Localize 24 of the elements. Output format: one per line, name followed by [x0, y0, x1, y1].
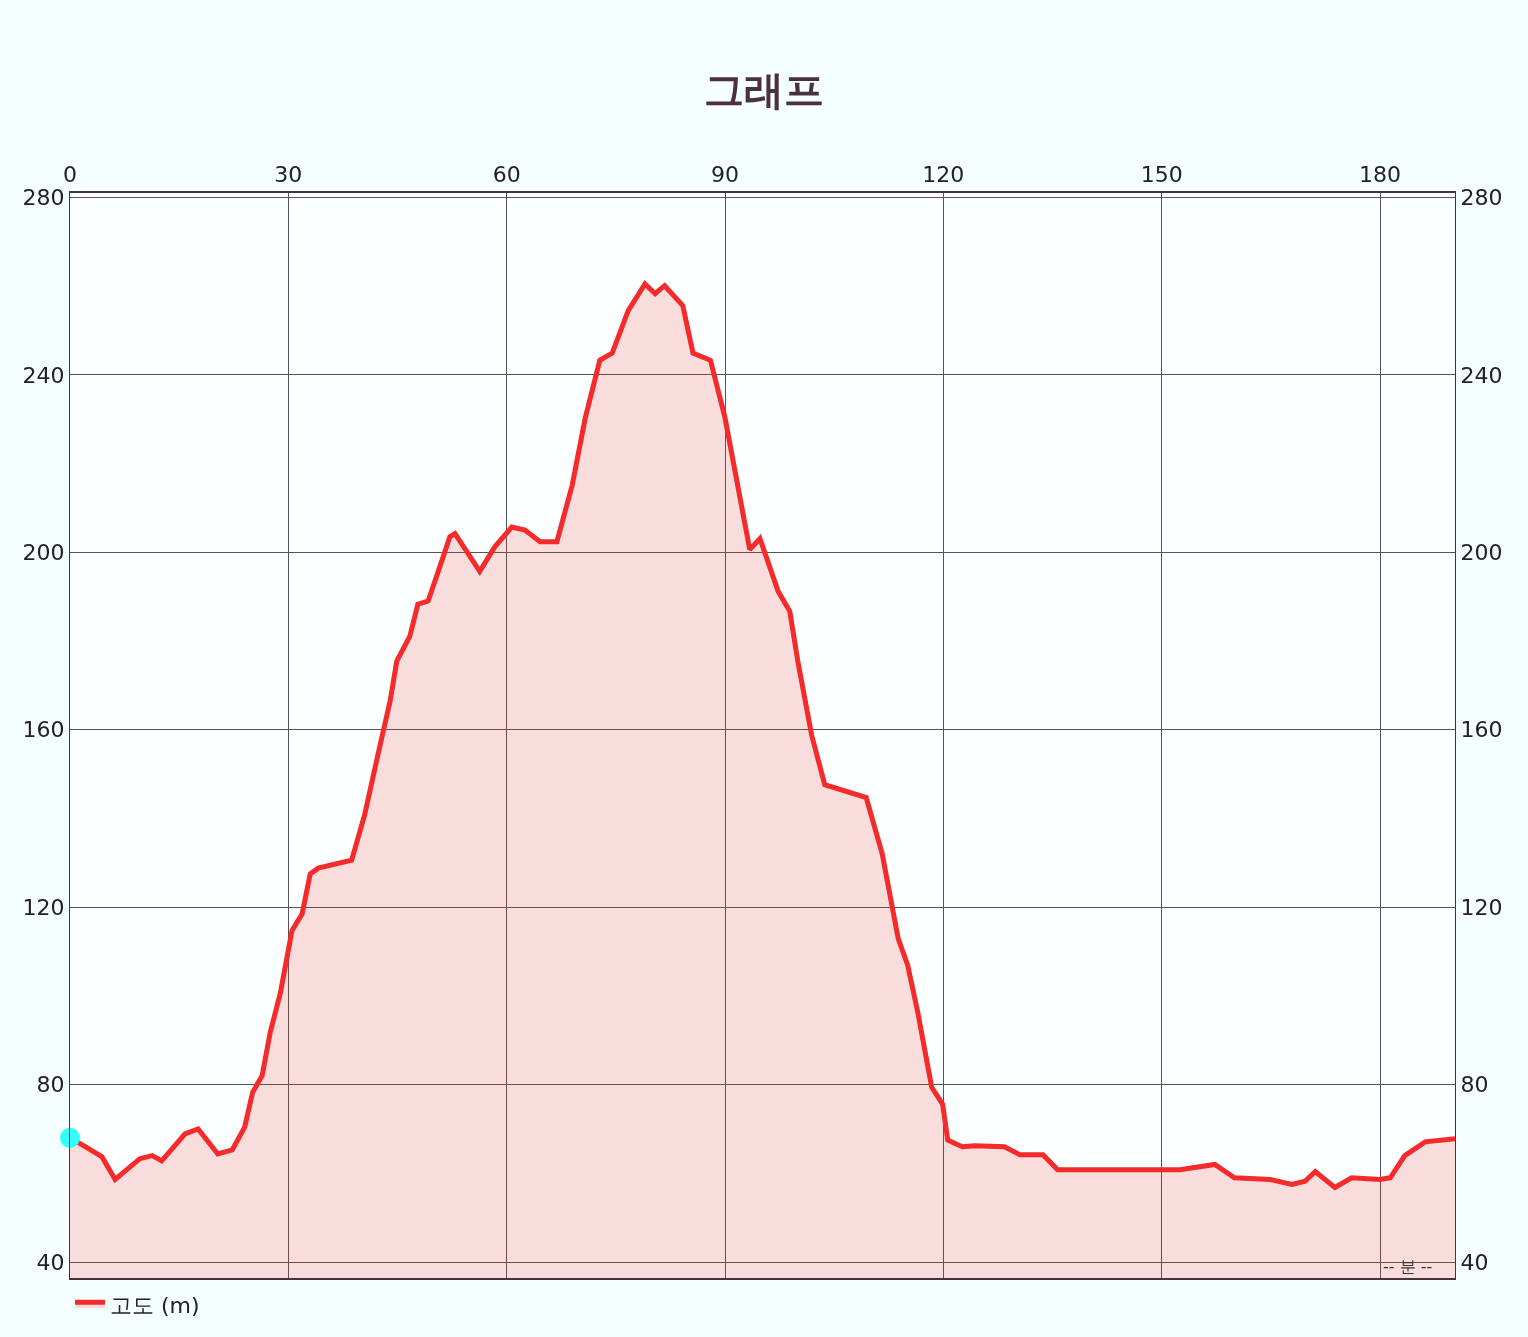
y-tick-label: 160 [22, 717, 65, 743]
x-axis-title: -- 분 -- [1383, 1257, 1433, 1276]
y-tick-label: 80 [36, 1072, 65, 1098]
x-tick-label: 60 [492, 162, 521, 188]
y-tick-label: 240 [22, 362, 65, 388]
x-tick-label: 150 [1140, 162, 1183, 188]
y2-tick-label: 120 [1460, 894, 1503, 920]
legend-label: 고도 (m) [110, 1292, 200, 1318]
x-tick-label: 180 [1359, 162, 1402, 188]
y-tick-label: 120 [22, 894, 65, 920]
y-tick-label: 40 [36, 1249, 65, 1275]
y2-tick-label: 160 [1460, 717, 1503, 743]
y2-tick-label: 240 [1460, 362, 1503, 388]
x-tick-label: 0 [63, 162, 77, 188]
x-tick-label: 120 [922, 162, 965, 188]
y-tick-label: 200 [22, 540, 65, 565]
x-tick-label: 90 [711, 162, 740, 188]
y2-tick-label: 40 [1460, 1249, 1489, 1275]
x-tick-label: 30 [274, 162, 303, 188]
y2-tick-label: 200 [1460, 540, 1503, 565]
y2-tick-label: 80 [1460, 1072, 1489, 1098]
y2-tick-label: 280 [1460, 185, 1503, 211]
chart-title: 그래프 [704, 67, 824, 113]
y-tick-label: 280 [22, 185, 65, 211]
